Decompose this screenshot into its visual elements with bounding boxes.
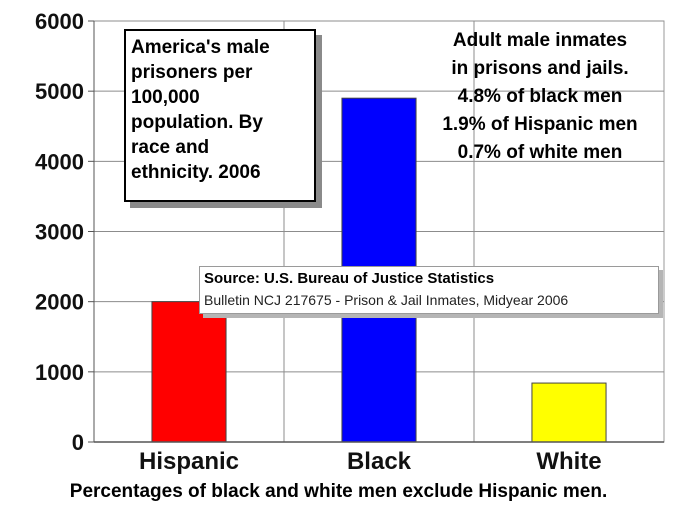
title-line: prisoners per	[131, 62, 253, 83]
bar-white	[531, 382, 607, 443]
x-category-label: White	[536, 448, 601, 475]
annotation-line: 4.8% of black men	[457, 86, 623, 107]
statistics-annotation: Adult male inmates in prisons and jails.…	[410, 27, 670, 167]
source-citation: Bulletin NCJ 217675 - Prison & Jail Inma…	[204, 292, 569, 308]
y-tick-label: 6000	[35, 9, 84, 34]
y-tick-label: 3000	[35, 220, 84, 245]
source-title: Source: U.S. Bureau of Justice Statistic…	[204, 270, 495, 287]
title-line: race and	[131, 137, 210, 158]
y-tick-label: 4000	[35, 149, 84, 174]
annotation-line: in prisons and jails.	[451, 58, 629, 79]
y-tick-label: 1000	[35, 360, 84, 385]
chart-footnote: Percentages of black and white men exclu…	[69, 481, 608, 502]
annotation-line: 0.7% of white men	[457, 142, 623, 163]
title-line: population. By	[131, 112, 263, 133]
bar-hispanic	[151, 301, 227, 443]
title-line: America's male	[131, 37, 270, 58]
chart-title-box: America's male prisoners per 100,000 pop…	[124, 29, 316, 202]
y-tick-label: 2000	[35, 290, 84, 315]
annotation-line: Adult male inmates	[452, 30, 628, 51]
y-tick-label: 5000	[35, 79, 84, 104]
source-box: Source: U.S. Bureau of Justice Statistic…	[199, 266, 659, 314]
title-line: 100,000	[131, 87, 200, 108]
x-category-label: Hispanic	[139, 448, 239, 475]
title-line: ethnicity. 2006	[131, 162, 261, 183]
annotation-line: 1.9% of Hispanic men	[442, 114, 638, 135]
y-tick-label: 0	[72, 430, 84, 455]
x-category-label: Black	[347, 448, 412, 475]
